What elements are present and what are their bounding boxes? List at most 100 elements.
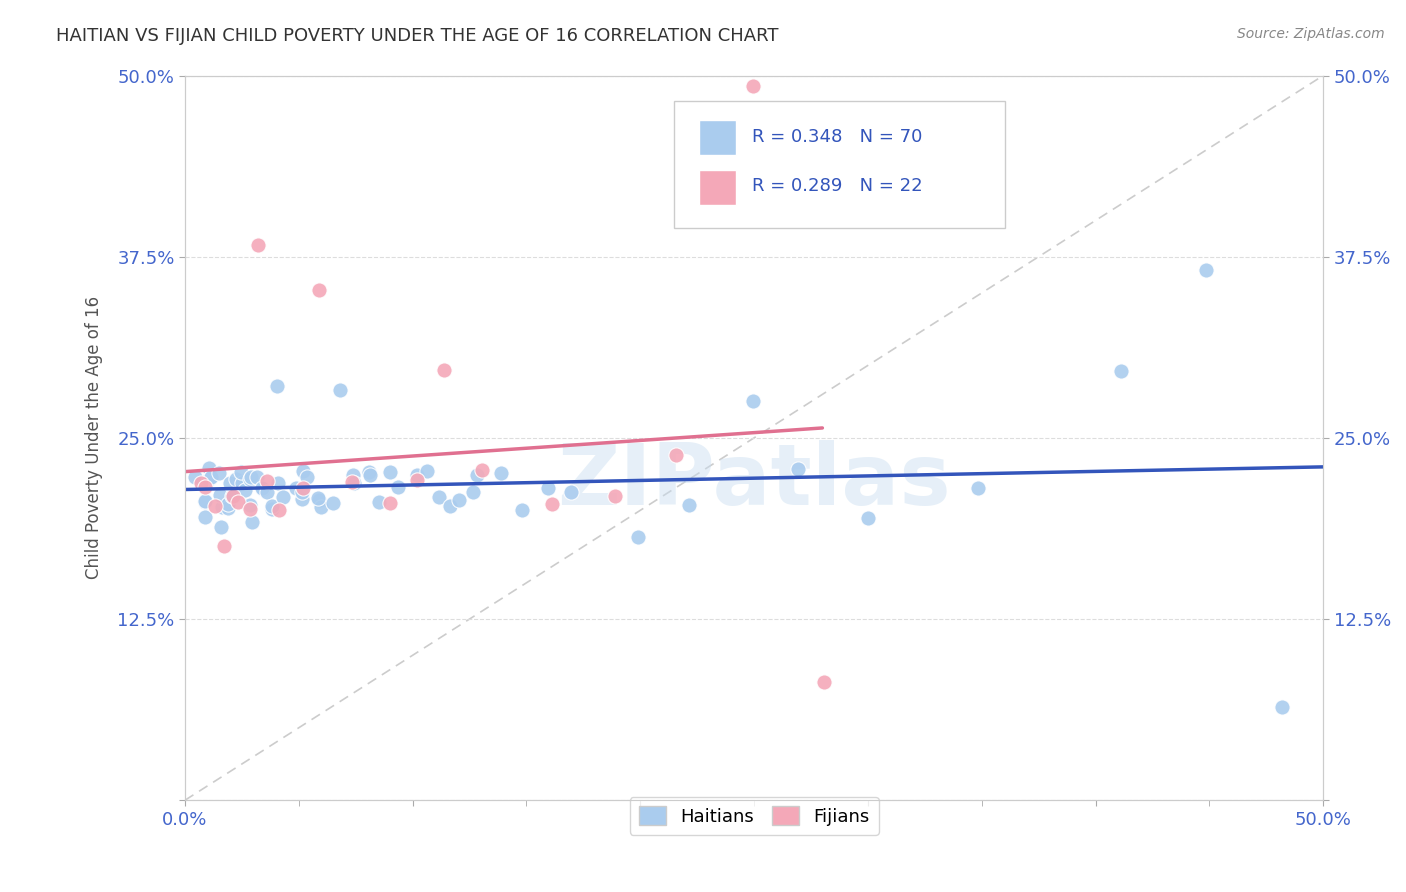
Point [813, 675, 835, 690]
Point [510, 503, 533, 517]
Point [190, 475, 212, 490]
Point [357, 466, 380, 480]
Point [233, 483, 256, 497]
Point [273, 490, 295, 504]
Point [256, 484, 278, 499]
Point [439, 499, 461, 513]
Point [260, 499, 283, 513]
Point [308, 283, 330, 297]
Point [252, 482, 274, 496]
Point [285, 481, 308, 495]
Point [209, 520, 232, 534]
Point [222, 489, 245, 503]
Point [208, 466, 231, 480]
Point [786, 462, 808, 476]
Point [1194, 263, 1216, 277]
Point [226, 495, 249, 509]
Text: R = 0.289   N = 22: R = 0.289 N = 22 [752, 177, 922, 194]
Point [1271, 700, 1294, 714]
Point [267, 502, 290, 516]
Point [246, 238, 269, 252]
Text: HAITIAN VS FIJIAN CHILD POVERTY UNDER THE AGE OF 16 CORRELATION CHART: HAITIAN VS FIJIAN CHILD POVERTY UNDER TH… [56, 27, 779, 45]
Point [290, 485, 312, 500]
Point [665, 448, 688, 462]
Point [536, 481, 558, 495]
Point [240, 515, 263, 529]
Point [471, 462, 494, 476]
Point [291, 492, 314, 507]
Point [292, 464, 315, 478]
Point [194, 480, 217, 494]
Point [380, 465, 402, 479]
Point [256, 474, 278, 488]
Point [194, 510, 217, 524]
Point [239, 501, 262, 516]
Point [342, 475, 364, 490]
Point [378, 496, 401, 510]
Point [204, 500, 226, 514]
Point [342, 468, 364, 483]
Point [239, 498, 262, 512]
Point [194, 494, 217, 508]
Point [406, 468, 429, 483]
Point [858, 511, 880, 525]
Point [741, 394, 763, 409]
Bar [699, 169, 735, 204]
Point [329, 383, 352, 397]
Point [1109, 364, 1132, 378]
Point [741, 78, 763, 93]
Point [415, 464, 437, 478]
Point [627, 530, 650, 544]
Point [322, 496, 344, 510]
Point [240, 470, 263, 484]
Point [967, 481, 990, 495]
Point [231, 475, 253, 490]
Point [463, 484, 485, 499]
Point [212, 540, 235, 554]
Point [262, 502, 284, 516]
Point [184, 469, 207, 483]
Point [447, 493, 470, 508]
Point [222, 489, 245, 503]
Point [308, 493, 330, 508]
Point [342, 475, 364, 490]
Point [217, 497, 239, 511]
Point [465, 467, 488, 482]
Legend: Haitians, Fijians: Haitians, Fijians [630, 797, 879, 835]
Point [359, 468, 381, 483]
Point [560, 485, 582, 500]
FancyBboxPatch shape [675, 101, 1004, 227]
Point [211, 500, 233, 515]
Point [194, 494, 217, 508]
Point [309, 500, 332, 514]
Point [231, 465, 253, 479]
Point [239, 472, 262, 486]
Point [489, 466, 512, 480]
Point [433, 363, 456, 377]
Point [429, 490, 451, 504]
Point [387, 480, 409, 494]
Point [217, 500, 239, 515]
Point [406, 473, 429, 487]
Point [678, 498, 700, 512]
Bar [699, 120, 735, 155]
Point [209, 488, 232, 502]
Point [295, 470, 318, 484]
Point [200, 470, 222, 484]
Point [221, 489, 243, 503]
Y-axis label: Child Poverty Under the Age of 16: Child Poverty Under the Age of 16 [86, 296, 103, 580]
Point [225, 472, 247, 486]
Point [540, 497, 562, 511]
Point [198, 472, 221, 486]
Text: Source: ZipAtlas.com: Source: ZipAtlas.com [1237, 27, 1385, 41]
Point [266, 475, 288, 490]
Text: R = 0.348   N = 70: R = 0.348 N = 70 [752, 128, 922, 146]
Point [197, 460, 219, 475]
Point [367, 495, 389, 509]
Text: ZIPatlas: ZIPatlas [557, 440, 950, 523]
Point [266, 378, 288, 392]
Point [291, 481, 314, 495]
Point [250, 481, 273, 495]
Point [603, 489, 626, 503]
Point [307, 491, 329, 505]
